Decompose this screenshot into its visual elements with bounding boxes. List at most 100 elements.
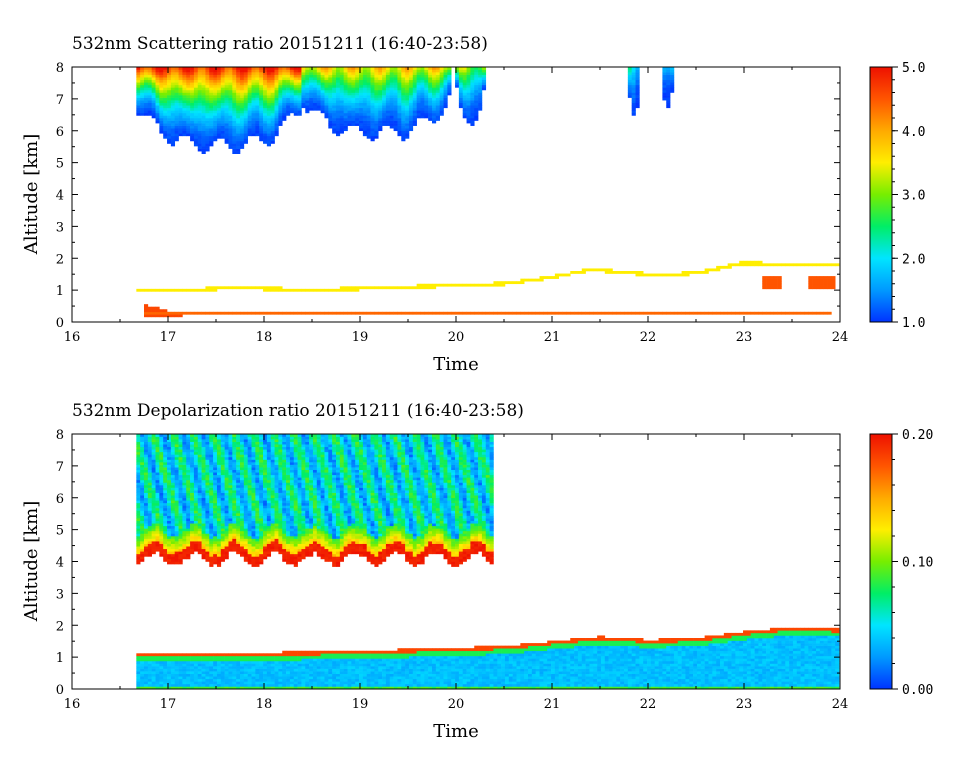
heatmap-cell bbox=[167, 530, 172, 534]
heatmap-cell bbox=[435, 107, 440, 111]
heatmap-cell bbox=[228, 439, 233, 442]
heatmap-cell bbox=[251, 655, 256, 659]
heatmap-cell bbox=[140, 92, 145, 96]
heatmap-cell bbox=[205, 92, 210, 96]
heatmap-cell bbox=[147, 311, 152, 315]
heatmap-cell bbox=[147, 548, 152, 552]
heatmap-cell bbox=[182, 525, 187, 529]
heatmap-cell bbox=[324, 100, 329, 103]
heatmap-cell bbox=[151, 668, 156, 672]
heatmap-cell bbox=[662, 84, 667, 88]
heatmap-cell bbox=[351, 123, 356, 126]
heatmap-cell bbox=[228, 118, 233, 121]
heatmap-cell bbox=[420, 79, 425, 83]
heatmap-cell bbox=[190, 107, 195, 111]
heatmap-cell bbox=[167, 525, 172, 529]
heatmap-cell bbox=[259, 666, 264, 669]
heatmap-cell bbox=[666, 92, 671, 96]
heatmap-cell bbox=[259, 487, 264, 491]
heatmap-cell bbox=[716, 311, 721, 315]
heatmap-cell bbox=[193, 658, 199, 662]
heatmap-cell bbox=[224, 485, 229, 488]
heatmap-cell bbox=[263, 67, 268, 70]
heatmap-cell bbox=[336, 115, 341, 119]
heatmap-cell bbox=[263, 546, 268, 550]
heatmap-cell bbox=[186, 523, 191, 527]
heatmap-cell bbox=[336, 133, 341, 137]
heatmap-cell bbox=[186, 538, 191, 542]
heatmap-cell bbox=[359, 69, 364, 73]
heatmap-cell bbox=[232, 100, 237, 103]
heatmap-cell bbox=[220, 105, 225, 109]
heatmap-cell bbox=[201, 663, 206, 667]
heatmap-cell bbox=[205, 434, 210, 437]
heatmap-cell bbox=[155, 668, 160, 672]
heatmap-cell bbox=[255, 655, 260, 659]
heatmap-cell bbox=[347, 89, 352, 93]
heatmap-cell bbox=[159, 467, 164, 470]
heatmap-cell bbox=[470, 311, 475, 315]
heatmap-cell bbox=[151, 673, 156, 677]
heatmap-cell bbox=[201, 102, 206, 106]
heatmap-cell bbox=[251, 538, 256, 542]
heatmap-cell bbox=[201, 500, 206, 504]
heatmap-cell bbox=[213, 515, 218, 519]
heatmap-cell bbox=[144, 311, 149, 315]
heatmap-cell bbox=[297, 311, 302, 315]
heatmap-cell bbox=[374, 77, 379, 81]
heatmap-cell bbox=[351, 72, 356, 75]
heatmap-cell bbox=[355, 79, 360, 83]
heatmap-cell bbox=[520, 281, 525, 285]
heatmap-cell bbox=[251, 77, 256, 81]
heatmap-cell bbox=[174, 446, 179, 450]
heatmap-cell bbox=[251, 533, 256, 537]
heatmap-cell bbox=[224, 467, 229, 470]
heatmap-cell bbox=[193, 520, 199, 524]
heatmap-cell bbox=[297, 95, 302, 98]
heatmap-cell bbox=[174, 128, 179, 132]
heatmap-cell bbox=[412, 311, 417, 315]
heatmap-cell bbox=[178, 533, 183, 537]
heatmap-cell bbox=[819, 283, 824, 287]
heatmap-cell bbox=[224, 507, 229, 511]
heatmap-cell bbox=[255, 128, 260, 132]
heatmap-cell bbox=[193, 513, 199, 516]
heatmap-cell bbox=[140, 663, 145, 667]
heatmap-cell bbox=[190, 673, 195, 677]
heatmap-cell bbox=[147, 464, 152, 468]
heatmap-cell bbox=[447, 72, 452, 75]
heatmap-cell bbox=[163, 130, 168, 134]
heatmap-cell bbox=[312, 74, 318, 78]
heatmap-cell bbox=[662, 79, 667, 83]
heatmap-cell bbox=[190, 492, 195, 496]
heatmap-cell bbox=[470, 95, 475, 98]
heatmap-cell bbox=[213, 82, 218, 86]
heatmap-cell bbox=[178, 482, 183, 486]
heatmap-cell bbox=[228, 500, 233, 504]
heatmap-cell bbox=[627, 84, 632, 88]
heatmap-cell bbox=[197, 135, 202, 139]
heatmap-cell bbox=[224, 128, 229, 132]
heatmap-cell bbox=[159, 538, 164, 542]
heatmap-cell bbox=[255, 451, 260, 455]
heatmap-cell bbox=[151, 82, 156, 86]
heatmap-cell bbox=[263, 515, 268, 519]
heatmap-cell bbox=[213, 87, 218, 91]
heatmap-cell bbox=[174, 439, 179, 442]
heatmap-cell bbox=[316, 69, 321, 73]
heatmap-cell bbox=[382, 110, 387, 114]
heatmap-cell bbox=[366, 82, 371, 86]
heatmap-cell bbox=[263, 553, 268, 557]
heatmap-cell bbox=[163, 439, 168, 442]
heatmap-cell bbox=[151, 515, 156, 519]
heatmap-cell bbox=[228, 515, 233, 519]
heatmap-cell bbox=[766, 286, 771, 290]
heatmap-cell bbox=[405, 120, 410, 124]
heatmap-cell bbox=[190, 660, 195, 664]
heatmap-cell bbox=[247, 683, 252, 687]
heatmap-cell bbox=[220, 663, 225, 667]
heatmap-cell bbox=[209, 135, 214, 139]
heatmap-cell bbox=[827, 276, 832, 279]
heatmap-cell bbox=[170, 84, 176, 88]
heatmap-cell bbox=[167, 558, 172, 562]
